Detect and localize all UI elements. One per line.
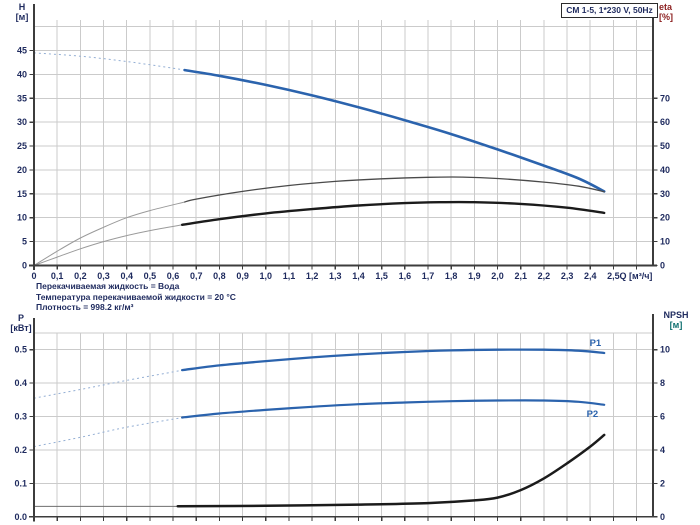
x-tick-label: 0,3 [97, 271, 110, 281]
right-tick-label: 40 [660, 165, 670, 175]
right-tick-label: 50 [660, 141, 670, 151]
x-tick-label: 0,8 [213, 271, 226, 281]
x-tick-label: 1,4 [352, 271, 365, 281]
x-tick-label: 2,0 [491, 271, 504, 281]
x-tick-label: 1,6 [399, 271, 412, 281]
x-tick-label: 2,4 [584, 271, 597, 281]
right-tick-label: 70 [660, 93, 670, 103]
x-tick-label: 0 [31, 271, 36, 281]
x-tick-label: 1,3 [329, 271, 342, 281]
x-tick-label: 2,1 [514, 271, 527, 281]
condition-density: Плотность = 998.2 кг/м³ [36, 302, 134, 312]
head-curve [183, 68, 606, 193]
left-tick-label: 5 [22, 237, 27, 247]
right-tick-label: 0 [660, 512, 665, 522]
condition-liquid: Перекачиваемая жидкость = Вода [36, 281, 180, 291]
eta-pump-curve-low-flow-segment [33, 201, 185, 266]
left-tick-label: 0.3 [14, 412, 27, 422]
x-tick-label: 1,5 [375, 271, 388, 281]
left-tick-label: 40 [17, 69, 27, 79]
p2-curve-label: P2 [587, 409, 599, 420]
h-axis-title: H [м] [8, 2, 36, 22]
right-tick-label: 30 [660, 189, 670, 199]
p-axis-label: P [17, 313, 24, 323]
operating-conditions: Перекачиваемая жидкость = Вода Температу… [36, 281, 236, 313]
left-tick-label: 0.0 [14, 512, 27, 522]
npsh-axis-label: NPSH [663, 310, 689, 320]
x-tick-label: 0,6 [167, 271, 180, 281]
eta-axis-label: eta [659, 2, 673, 12]
left-tick-label: 15 [17, 189, 27, 199]
right-tick-label: 2 [660, 478, 665, 488]
p2-curve [181, 399, 606, 419]
x-tick-label: 0,4 [120, 271, 133, 281]
left-tick-label: 30 [17, 117, 27, 127]
right-tick-label: 10 [660, 237, 670, 247]
left-tick-label: 25 [17, 141, 27, 151]
eta-pump-motor-curve-low-flow-segment [33, 223, 185, 266]
x-tick-label: 1,1 [283, 271, 296, 281]
condition-temperature: Температура перекачиваемой жидкости = 20… [36, 291, 236, 302]
h-axis-unit: [м] [15, 12, 29, 22]
p-axis-title: P [кВт] [4, 313, 38, 333]
right-tick-label: 20 [660, 213, 670, 223]
npsh-axis-title: NPSH [м] [655, 310, 697, 330]
left-tick-label: 0.1 [14, 478, 27, 488]
p2-curve-low-flow-segment [33, 416, 185, 448]
x-tick-label: 1,0 [260, 271, 273, 281]
x-tick-label: 0,1 [51, 271, 64, 281]
left-tick-label: 0.2 [14, 445, 27, 455]
h-axis-label: H [18, 2, 26, 12]
right-tick-label: 4 [660, 445, 665, 455]
eta-axis-unit: [%] [659, 12, 673, 22]
left-tick-label: 0 [22, 261, 27, 271]
p1-curve-label: P1 [590, 338, 602, 349]
x-tick-label: 1,8 [445, 271, 458, 281]
pump-model-label: CM 1-5, 1*230 V, 50Hz [561, 3, 658, 18]
npsh-curve [176, 433, 606, 508]
x-tick-label: 1,9 [468, 271, 481, 281]
left-tick-label: 35 [17, 93, 27, 103]
x-tick-label: 1,7 [422, 271, 435, 281]
right-tick-label: 8 [660, 378, 665, 388]
right-tick-label: 60 [660, 117, 670, 127]
eta-pump-motor-curve [180, 200, 606, 226]
x-tick-label: 0,2 [74, 271, 87, 281]
left-tick-label: 20 [17, 165, 27, 175]
left-tick-label: 0.5 [14, 345, 27, 355]
x-tick-label: 2,5 [607, 271, 620, 281]
q-axis-unit-label: Q [м³/ч] [620, 271, 653, 281]
x-tick-label: 2,3 [561, 271, 574, 281]
x-tick-label: 0,9 [236, 271, 249, 281]
right-tick-label: 10 [660, 345, 670, 355]
left-tick-label: 45 [17, 45, 27, 55]
p1-curve [181, 348, 606, 372]
left-tick-label: 0.4 [14, 378, 27, 388]
x-tick-label: 1,2 [306, 271, 319, 281]
x-tick-label: 2,2 [538, 271, 551, 281]
head-curve-low-flow-segment [33, 52, 185, 71]
right-tick-label: 6 [660, 412, 665, 422]
npsh-axis-unit: [м] [669, 320, 683, 330]
right-tick-label: 0 [660, 261, 665, 271]
x-tick-label: 0,7 [190, 271, 203, 281]
left-tick-label: 10 [17, 213, 27, 223]
eta-pump-curve [184, 176, 605, 203]
p1-curve-low-flow-segment [33, 369, 185, 399]
p-axis-unit: [кВт] [10, 323, 32, 333]
eta-axis-title: eta [%] [659, 2, 695, 22]
x-tick-label: 0,5 [144, 271, 157, 281]
